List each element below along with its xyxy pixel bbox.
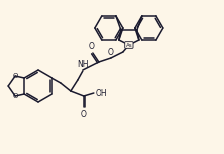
Text: O: O	[13, 93, 18, 99]
Text: NH: NH	[77, 60, 89, 69]
Text: O: O	[108, 47, 114, 57]
Text: O: O	[13, 73, 18, 79]
Text: O: O	[81, 110, 87, 119]
Text: As: As	[125, 43, 132, 47]
Text: O: O	[89, 41, 95, 51]
Text: OH: OH	[96, 89, 108, 97]
